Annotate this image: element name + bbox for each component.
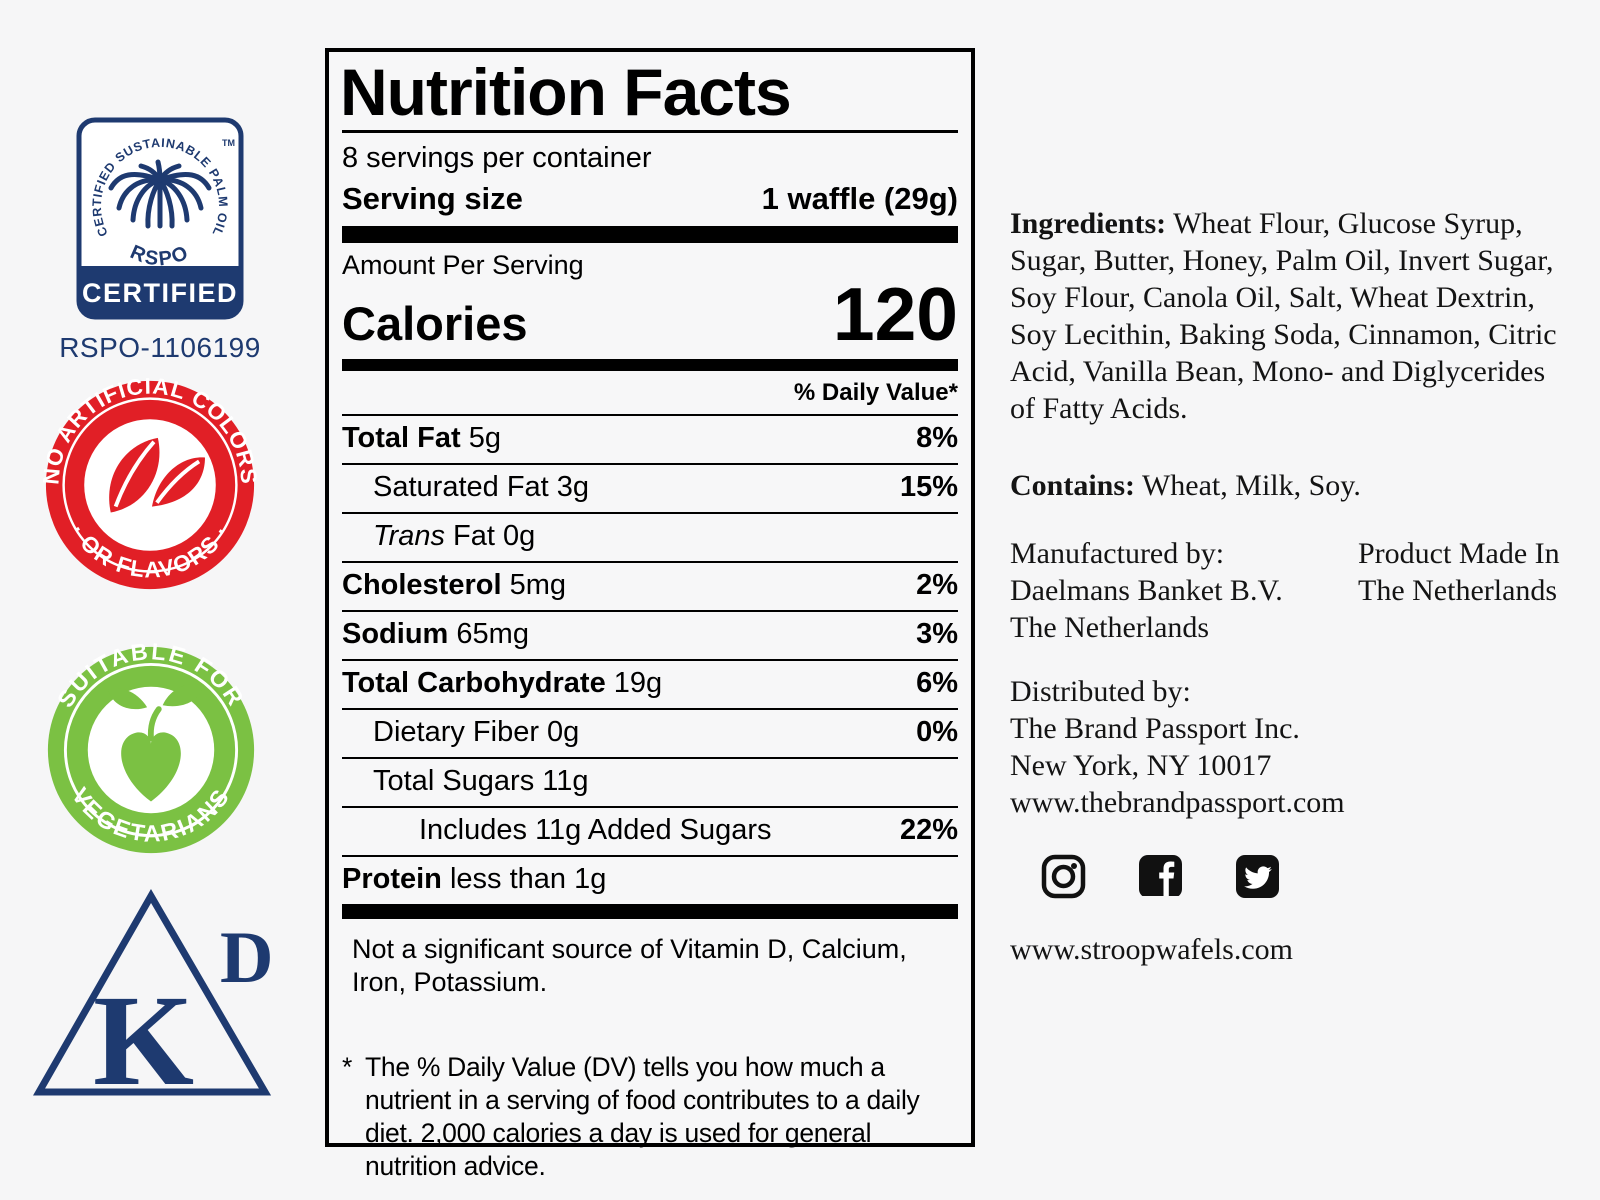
social-icons-row [1040, 853, 1281, 900]
facebook-icon [1139, 855, 1182, 900]
divider-bar [342, 904, 958, 920]
kosher-dairy-badge: K D [32, 886, 273, 1113]
nutrition-row-cholesterol: Cholesterol 5mg 2% [342, 561, 958, 610]
kosher-d: D [220, 917, 273, 999]
brand-website: www.stroopwafels.com [1010, 933, 1293, 966]
dv-value: 6% [916, 667, 958, 700]
not-significant-note: Not a significant source of Vitamin D, C… [352, 934, 907, 998]
calories-value: 120 [832, 272, 958, 357]
calories-row: Calories 120 [342, 272, 958, 359]
twitter-icon [1236, 855, 1279, 898]
dv-value: 22% [899, 814, 958, 847]
heart-apple-icon [108, 683, 204, 802]
nutrition-row-total-sugars: Total Sugars 11g [342, 757, 958, 806]
leaves-icon [109, 437, 205, 513]
ingredients-label: Ingredients: [1010, 207, 1167, 240]
ingredients-paragraph: Ingredients: Wheat Flour, Glucose Syrup,… [1010, 207, 1557, 425]
palm-tree-icon [108, 159, 212, 229]
serving-size-label: Serving size [342, 181, 523, 217]
no-artificial-colors-icon: NO ARTIFICIAL COLORS · OR FLAVORS · [38, 373, 261, 590]
dv-value: 15% [899, 471, 958, 504]
nutrition-facts-panel: Nutrition Facts 8 servings per container… [325, 48, 975, 1181]
dv-value: 2% [916, 569, 958, 602]
rspo-tm-mark: TM [222, 138, 235, 148]
nutrition-row-dietary-fiber: Dietary Fiber 0g 0% [342, 708, 958, 757]
nutrition-row-total-carbohydrate: Total Carbohydrate 19g 6% [342, 659, 958, 708]
vegetarian-icon: SUITABLE FOR VEGETARIANS [47, 638, 255, 854]
divider-bar [342, 226, 958, 244]
nutrition-row-protein: Protein less than 1g [342, 855, 958, 904]
rspo-certified-banner: CERTIFIED [82, 278, 238, 308]
daily-value-footnote: * The % Daily Value (DV) tells you how m… [342, 1052, 920, 1182]
serving-size-value: 1 waffle (29g) [761, 181, 958, 217]
distributor-url: www.thebrandpassport.com [1010, 786, 1345, 819]
dv-value: 8% [916, 422, 958, 455]
rspo-certificate-number: RSPO-1106199 [59, 332, 261, 363]
rspo-certified-badge: CERTIFIED SUSTAINABLE PALM OIL TM · RSPO… [50, 99, 270, 364]
amount-per-serving-label: Amount Per Serving [342, 250, 584, 281]
distributed-by-block: Distributed by: The Brand Passport Inc. … [1010, 675, 1345, 819]
dv-value: 0% [916, 716, 958, 749]
servings-per-container: 8 servings per container [342, 142, 652, 175]
rspo-palm-oil-icon: CERTIFIED SUSTAINABLE PALM OIL TM · RSPO… [71, 99, 244, 320]
dv-value: 3% [916, 618, 958, 651]
made-in-block: Product Made In The Netherlands [1358, 537, 1560, 607]
suitable-for-vegetarians-badge: SUITABLE FOR VEGETARIANS [44, 638, 258, 862]
divider [342, 130, 958, 134]
nutrition-row-trans-fat: Trans Fat 0g [342, 512, 958, 561]
contains-label: Contains: [1010, 469, 1136, 502]
nutrition-row-saturated-fat: Saturated Fat 3g 15% [342, 463, 958, 512]
nutrition-facts-title: Nutrition Facts [340, 55, 792, 129]
no-artificial-colors-badge: NO ARTIFICIAL COLORS · OR FLAVORS · [38, 373, 261, 598]
calories-label: Calories [342, 297, 528, 351]
kosher-k: K [93, 969, 194, 1106]
daily-value-header: % Daily Value* [793, 379, 958, 407]
kosher-triangle-icon: K D [32, 888, 273, 1113]
contains-paragraph: Contains: Wheat, Milk, Soy. [1010, 469, 1361, 502]
manufactured-by-block: Manufactured by: Daelmans Banket B.V. Th… [1010, 537, 1283, 644]
instagram-icon [1041, 854, 1086, 899]
divider-bar [342, 359, 958, 372]
serving-size-row: Serving size 1 waffle (29g) [342, 181, 958, 226]
nutrition-row-sodium: Sodium 65mg 3% [342, 610, 958, 659]
nutrition-row-total-fat: Total Fat 5g 8% [342, 414, 958, 463]
nutrition-row-added-sugars: Includes 11g Added Sugars 22% [342, 806, 958, 855]
